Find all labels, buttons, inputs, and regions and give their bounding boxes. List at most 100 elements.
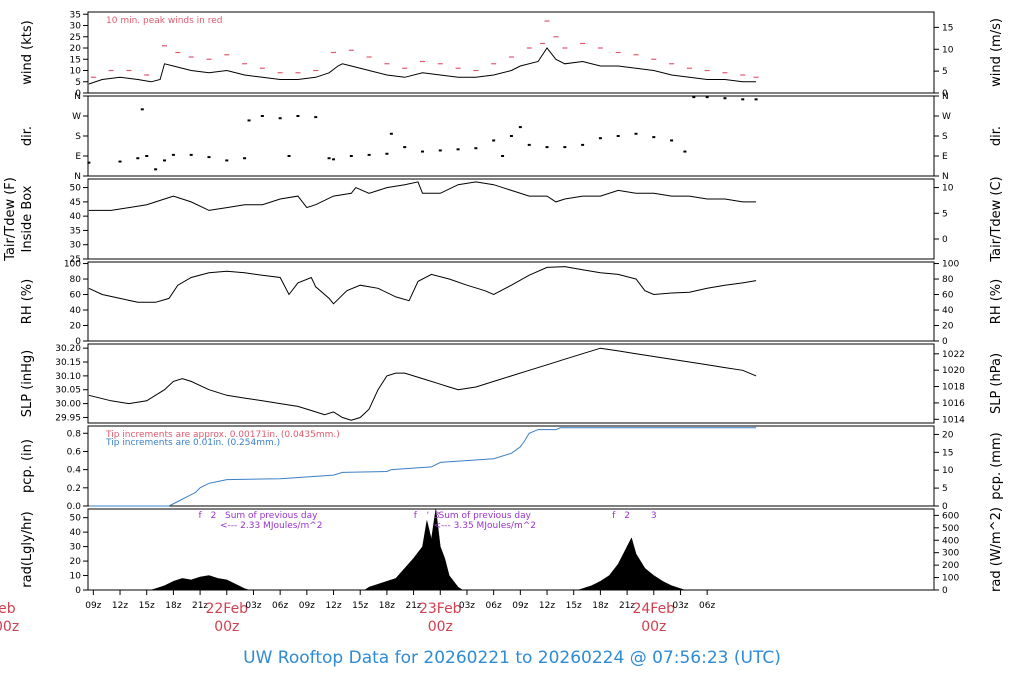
ytick-label-left-rh: 0 — [75, 337, 81, 347]
ytick-label-right-slp: 1016 — [942, 399, 965, 409]
xtick-label: 21z — [619, 601, 635, 611]
rad-label: f — [612, 511, 616, 521]
xtick-label: 06z — [486, 601, 502, 611]
ytick-label-right-rad: 500 — [942, 524, 959, 534]
rad-label: ' — [427, 511, 429, 521]
point-direction — [492, 139, 496, 142]
ylabel-left-rad: rad(Lgly/hr) — [20, 511, 35, 587]
xtick-label: 18z — [592, 601, 608, 611]
point-direction — [518, 126, 522, 129]
ytick-label-right-slp: 1022 — [942, 350, 965, 360]
point-direction — [163, 159, 167, 162]
point-direction — [207, 156, 211, 159]
hour-label: 00z — [428, 619, 453, 635]
footer-title: UW Rooftop Data for 20260221 to 20260224… — [243, 648, 781, 668]
point-direction — [287, 155, 291, 157]
ytick-label-right-wind: 10 — [942, 45, 954, 55]
ytick-label-left-wind: 25 — [70, 33, 81, 43]
point-direction — [581, 143, 585, 146]
ylabel-left-rh: RH (%) — [20, 279, 35, 324]
xtick-label: 21z — [192, 601, 208, 611]
ylabel-right-temp: Tair/Tdew (C) — [989, 176, 1004, 262]
point-direction — [403, 146, 407, 149]
hour-label-clipped: 00z — [0, 619, 19, 635]
ytick-label-right-wind: 15 — [942, 23, 953, 33]
ylabel-right-dir: dir. — [989, 126, 1004, 146]
panel-frame-rh — [87, 261, 935, 342]
ytick-label-right-dir: W — [942, 112, 951, 122]
ytick-label-left-dir: W — [72, 112, 81, 122]
ytick-label-left-slp: 30.15 — [55, 358, 81, 368]
ytick-label-right-wind: 0 — [942, 89, 948, 99]
annotation2-pcp: Tip increments are 0.01in. (0.254mm.) — [105, 438, 280, 448]
series-pcp — [88, 427, 757, 507]
point-direction — [474, 147, 478, 150]
xtick-label: 21z — [405, 601, 421, 611]
ytick-label-right-rh: 20 — [942, 322, 954, 332]
ytick-label-left-rh: 60 — [70, 291, 82, 301]
ytick-label-left-temp: 50 — [70, 184, 82, 194]
ytick-label-left-rad: 10 — [70, 572, 82, 582]
xtick-label: 23Feb — [419, 601, 462, 617]
ytick-label-right-dir: E — [942, 152, 948, 162]
rad-note-line1: Sum of previous day — [439, 511, 532, 521]
point-direction — [420, 150, 424, 153]
point-direction — [278, 117, 282, 120]
rad-note-line1: Sum of previous day — [225, 511, 318, 521]
xtick-label: 18z — [165, 601, 181, 611]
ytick-label-left-wind: 30 — [70, 22, 82, 32]
point-direction — [385, 152, 389, 155]
point-direction — [683, 150, 687, 153]
point-direction — [118, 160, 122, 163]
rad-note-line2: <--- 2.33 MJoules/m^2 — [220, 521, 322, 531]
point-direction — [243, 157, 247, 160]
ytick-label-right-rh: 60 — [942, 291, 954, 301]
ytick-label-right-temp: 0 — [942, 235, 948, 245]
ytick-label-right-pcp: 20 — [942, 430, 954, 440]
ylabel-left-pcp: pcp. (in) — [20, 439, 35, 493]
point-direction — [136, 157, 140, 160]
ylabel-right-slp: SLP (hPa) — [989, 353, 1004, 414]
ytick-label-left-slp: 30.20 — [55, 344, 81, 354]
point-direction — [705, 96, 709, 99]
series-rad — [88, 508, 757, 591]
xtick-label: 15z — [566, 601, 582, 611]
ytick-label-left-wind: 15 — [70, 55, 81, 65]
rad-note-line2: <--- 3.35 MJoules/m^2 — [434, 521, 536, 531]
ytick-label-left-slp: 30.05 — [55, 386, 81, 396]
ylabel-left2-temp: Inside Box — [20, 185, 35, 252]
ytick-label-left-rh: 80 — [70, 275, 82, 285]
point-direction — [367, 153, 371, 156]
ytick-label-right-pcp: 5 — [942, 484, 948, 494]
ytick-label-left-pcp: 0.4 — [67, 466, 82, 476]
ytick-label-left-rad: 50 — [70, 514, 82, 524]
ytick-label-right-dir: N — [942, 172, 949, 182]
point-direction — [296, 115, 300, 117]
hour-label: 00z — [214, 619, 239, 635]
xtick-label: 09z — [85, 601, 101, 611]
ytick-label-right-temp: 5 — [942, 209, 948, 219]
ytick-label-right-rh: 100 — [942, 260, 959, 270]
ytick-label-left-rh: 40 — [70, 306, 82, 316]
ytick-label-right-slp: 1018 — [942, 383, 965, 393]
xtick-label: 22Feb — [205, 601, 248, 617]
point-direction — [389, 132, 393, 135]
ylabel-left-wind: wind (kts) — [20, 20, 35, 84]
ylabel-right-rh: RH (%) — [989, 279, 1004, 324]
ytick-label-right-rh: 80 — [942, 275, 954, 285]
point-direction — [634, 132, 638, 135]
point-direction — [438, 149, 442, 152]
point-direction — [692, 96, 696, 99]
ytick-label-right-rh: 0 — [942, 337, 948, 347]
ytick-label-left-pcp: 0.0 — [67, 502, 82, 512]
ytick-label-left-dir: N — [74, 92, 81, 102]
point-direction — [327, 157, 331, 160]
annotation-pcp: Tip increments are approx. 0.00171in. (0… — [105, 430, 340, 440]
ytick-label-left-slp: 29.95 — [55, 413, 81, 423]
ytick-label-right-dir: S — [942, 132, 948, 142]
ytick-label-left-temp: 30 — [70, 241, 82, 251]
ytick-label-left-rad: 0 — [75, 586, 81, 596]
ytick-label-left-temp: 35 — [70, 226, 81, 236]
xtick-label: 12z — [112, 601, 128, 611]
ytick-label-left-temp: 45 — [70, 198, 81, 208]
